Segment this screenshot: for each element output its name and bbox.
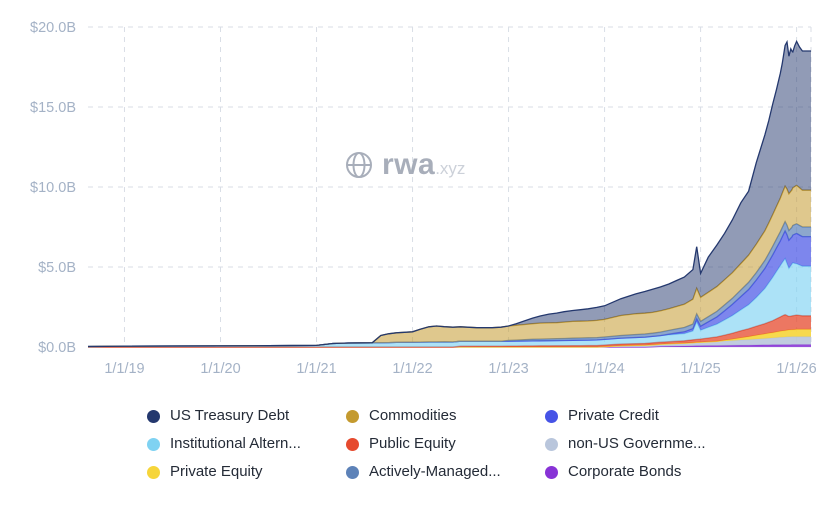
x-axis-tick-label: 1/1/20: [200, 361, 240, 377]
legend-swatch-us-treasury-debt: [147, 409, 160, 423]
legend-swatch-corporate-bonds: [545, 465, 558, 479]
legend-label: non-US Governme...: [568, 435, 706, 452]
legend-item-institutional-altern[interactable]: Institutional Altern...: [147, 434, 346, 454]
legend-label: Actively-Managed...: [369, 463, 501, 480]
chart-legend: US Treasury Debt Commodities Private Credi…: [147, 406, 819, 482]
legend-item-public-equity[interactable]: Public Equity: [346, 434, 545, 454]
legend-swatch-private-credit: [545, 409, 558, 423]
y-axis-tick-label: $5.0B: [38, 260, 76, 276]
legend-swatch-institutional-altern: [147, 437, 160, 451]
x-axis-tick-label: 1/1/26: [776, 361, 816, 377]
legend-label: Institutional Altern...: [170, 435, 301, 452]
legend-label: Commodities: [369, 407, 457, 424]
legend-item-non-us-governme[interactable]: non-US Governme...: [545, 434, 715, 454]
y-axis-tick-label: $20.0B: [30, 20, 76, 36]
y-axis-tick-label: $10.0B: [30, 180, 76, 196]
legend-item-actively-managed[interactable]: Actively-Managed...: [346, 462, 545, 482]
legend-swatch-actively-managed: [346, 465, 359, 479]
legend-label: Private Equity: [170, 463, 263, 480]
legend-label: Public Equity: [369, 435, 456, 452]
edge-us-treasury-debt: [87, 39, 811, 348]
x-axis-tick-label: 1/1/24: [584, 361, 624, 377]
x-axis-tick-label: 1/1/25: [680, 361, 720, 377]
legend-item-private-equity[interactable]: Private Equity: [147, 462, 346, 482]
stacked-area-chart[interactable]: $0.0B $5.0B $10.0B $15.0B $20.0B 1/1/19 1/1/20…: [0, 0, 819, 392]
y-axis-tick-label: $0.0B: [38, 340, 76, 356]
y-axis-tick-label: $15.0B: [30, 100, 76, 116]
legend-item-corporate-bonds[interactable]: Corporate Bonds: [545, 462, 715, 482]
legend-item-private-credit[interactable]: Private Credit: [545, 406, 715, 426]
x-axis-tick-label: 1/1/23: [488, 361, 528, 377]
legend-swatch-commodities: [346, 409, 359, 423]
legend-label: US Treasury Debt: [170, 407, 290, 424]
legend-swatch-non-us-governme: [545, 437, 558, 451]
legend-label: Corporate Bonds: [568, 463, 682, 480]
legend-item-commodities[interactable]: Commodities: [346, 406, 545, 426]
x-axis-tick-label: 1/1/22: [392, 361, 432, 377]
legend-item-us-treasury-debt[interactable]: US Treasury Debt: [147, 406, 346, 426]
legend-swatch-public-equity: [346, 437, 359, 451]
legend-swatch-private-equity: [147, 465, 160, 479]
area-corporate-bonds[interactable]: [88, 344, 811, 347]
legend-label: Private Credit: [568, 407, 659, 424]
x-axis-tick-label: 1/1/21: [296, 361, 336, 377]
x-axis-tick-label: 1/1/19: [104, 361, 144, 377]
